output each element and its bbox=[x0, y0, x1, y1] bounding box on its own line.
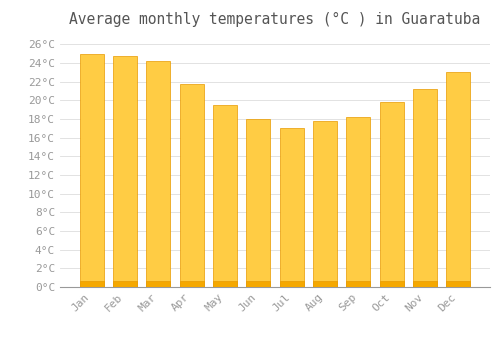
Title: Average monthly temperatures (°C ) in Guaratuba: Average monthly temperatures (°C ) in Gu… bbox=[70, 12, 480, 27]
Bar bbox=[446, 281, 470, 287]
Bar bbox=[346, 281, 370, 287]
Bar bbox=[213, 105, 237, 287]
Bar bbox=[280, 281, 303, 287]
Bar bbox=[313, 281, 337, 287]
Bar bbox=[346, 117, 370, 287]
Bar bbox=[413, 89, 437, 287]
Bar bbox=[80, 54, 104, 287]
Bar bbox=[246, 281, 270, 287]
Bar bbox=[80, 281, 104, 287]
Bar bbox=[213, 281, 237, 287]
Bar bbox=[113, 56, 137, 287]
Bar bbox=[313, 121, 337, 287]
Bar bbox=[113, 281, 137, 287]
Bar bbox=[146, 61, 171, 287]
Bar bbox=[446, 72, 470, 287]
Bar bbox=[380, 102, 404, 287]
Bar bbox=[180, 281, 204, 287]
Bar bbox=[280, 128, 303, 287]
Bar bbox=[413, 281, 437, 287]
Bar bbox=[380, 281, 404, 287]
Bar bbox=[146, 281, 171, 287]
Bar bbox=[246, 119, 270, 287]
Bar bbox=[180, 84, 204, 287]
